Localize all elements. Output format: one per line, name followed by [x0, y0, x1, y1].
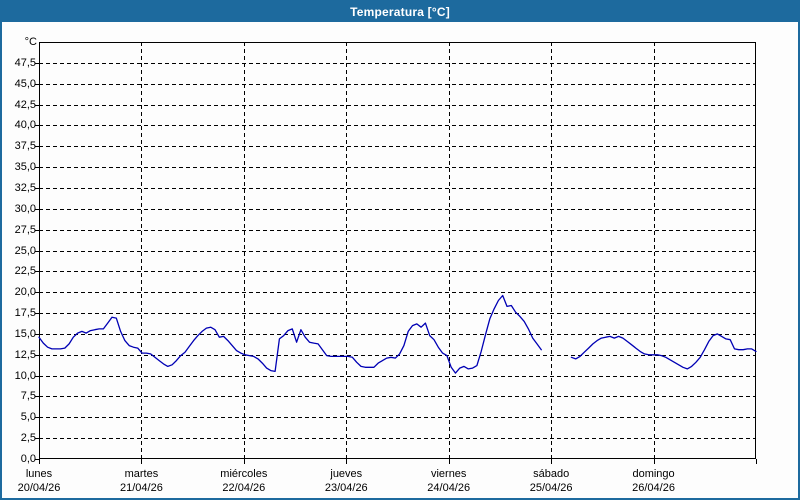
plot-border [39, 42, 756, 459]
temperature-series-line [38, 294, 757, 374]
window-title: Temperatura [°C] [350, 5, 450, 19]
title-bar[interactable]: Temperatura [°C] [2, 2, 798, 22]
